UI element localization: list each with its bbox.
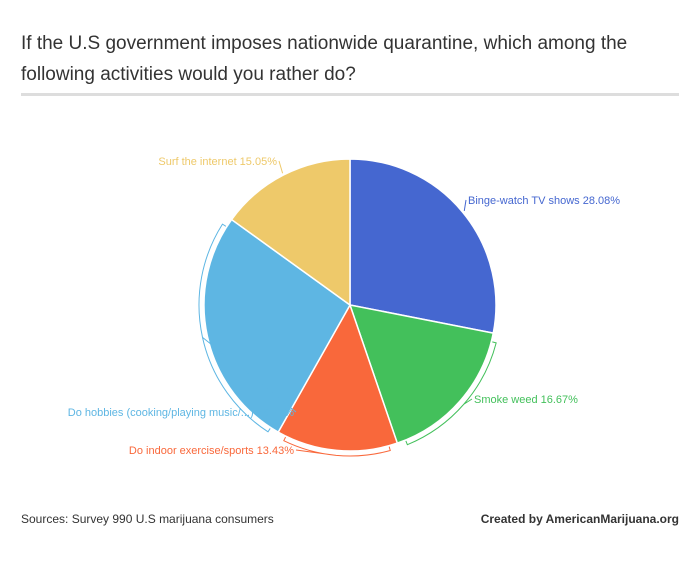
pie-chart: Binge-watch TV shows 28.08% Smoke weed 16… (68, 156, 620, 457)
title-divider (21, 93, 679, 96)
data-label-surf-the-internet: Surf the internet 15.05% (158, 156, 277, 168)
pie-slice-do-hobbies-cooking-playing-music[interactable] (203, 218, 351, 434)
connector-smoke-weed (405, 341, 497, 446)
connector-do-hobbies-cooking-playing-music (198, 223, 297, 433)
connector-surf-the-internet (278, 160, 284, 174)
data-label-do-indoor-exercise-sports: Do indoor exercise/sports 13.43% (129, 445, 294, 457)
data-label-do-hobbies-cooking-playing-music: Do hobbies (cooking/playing music/...) 2… (68, 407, 294, 419)
pie-slice-do-indoor-exercise-sports[interactable] (277, 303, 399, 452)
source-note: Sources: Survey 990 U.S marijuana consum… (21, 512, 274, 526)
connector-do-indoor-exercise-sports (283, 436, 391, 457)
pie-slice-binge-watch-tv-shows[interactable] (349, 158, 497, 334)
pie-slice-surf-the-internet[interactable] (230, 158, 351, 307)
chart-title: If the U.S government imposes nationwide… (21, 33, 628, 85)
connector-binge-watch-tv-shows (463, 199, 467, 212)
data-label-binge-watch-tv-shows: Binge-watch TV shows 28.08% (468, 195, 620, 207)
data-label-smoke-weed: Smoke weed 16.67% (474, 394, 578, 406)
credit-note: Created by AmericanMarijuana.org (480, 512, 679, 526)
